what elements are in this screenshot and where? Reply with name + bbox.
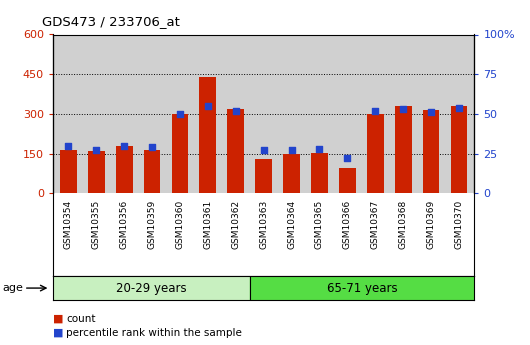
Bar bbox=[227, 109, 244, 193]
Point bbox=[64, 143, 73, 148]
Point bbox=[371, 108, 379, 114]
Text: ■: ■ bbox=[53, 314, 64, 324]
Text: age: age bbox=[3, 283, 23, 293]
Text: GSM10364: GSM10364 bbox=[287, 200, 296, 249]
Text: 65-71 years: 65-71 years bbox=[326, 282, 398, 295]
Bar bbox=[423, 110, 439, 193]
Text: GDS473 / 233706_at: GDS473 / 233706_at bbox=[42, 14, 180, 28]
Bar bbox=[172, 115, 188, 193]
Text: percentile rank within the sample: percentile rank within the sample bbox=[66, 328, 242, 338]
Bar bbox=[450, 106, 467, 193]
Bar bbox=[53, 276, 250, 300]
Bar bbox=[339, 168, 356, 193]
Text: GSM10365: GSM10365 bbox=[315, 200, 324, 249]
Text: GSM10362: GSM10362 bbox=[231, 200, 240, 249]
Point bbox=[92, 148, 101, 153]
Point bbox=[204, 103, 212, 109]
Bar bbox=[199, 77, 216, 193]
Bar bbox=[255, 159, 272, 193]
Bar bbox=[395, 106, 412, 193]
Bar bbox=[311, 153, 328, 193]
Text: GSM10368: GSM10368 bbox=[399, 200, 408, 249]
Bar bbox=[60, 149, 77, 193]
Point bbox=[315, 146, 324, 151]
Text: count: count bbox=[66, 314, 96, 324]
Point bbox=[260, 148, 268, 153]
Bar bbox=[116, 146, 132, 193]
Point bbox=[343, 156, 351, 161]
Point bbox=[287, 148, 296, 153]
Bar bbox=[88, 151, 104, 193]
Text: 20-29 years: 20-29 years bbox=[116, 282, 187, 295]
Point bbox=[148, 145, 156, 150]
Bar bbox=[283, 154, 300, 193]
Text: GSM10360: GSM10360 bbox=[175, 200, 184, 249]
Text: GSM10369: GSM10369 bbox=[427, 200, 436, 249]
Text: GSM10354: GSM10354 bbox=[64, 200, 73, 249]
Point bbox=[232, 108, 240, 114]
Text: GSM10361: GSM10361 bbox=[204, 200, 213, 249]
Bar bbox=[144, 149, 161, 193]
Point bbox=[399, 106, 408, 112]
Point bbox=[427, 109, 435, 115]
Text: GSM10370: GSM10370 bbox=[455, 200, 464, 249]
Bar bbox=[367, 114, 384, 193]
Point bbox=[176, 111, 184, 117]
Text: GSM10366: GSM10366 bbox=[343, 200, 352, 249]
Text: GSM10363: GSM10363 bbox=[259, 200, 268, 249]
Text: GSM10355: GSM10355 bbox=[92, 200, 101, 249]
Text: GSM10356: GSM10356 bbox=[120, 200, 129, 249]
Point bbox=[455, 105, 463, 110]
Bar bbox=[250, 276, 474, 300]
Text: GSM10367: GSM10367 bbox=[371, 200, 380, 249]
Text: ■: ■ bbox=[53, 328, 64, 338]
Text: GSM10359: GSM10359 bbox=[147, 200, 156, 249]
Point bbox=[120, 143, 128, 148]
